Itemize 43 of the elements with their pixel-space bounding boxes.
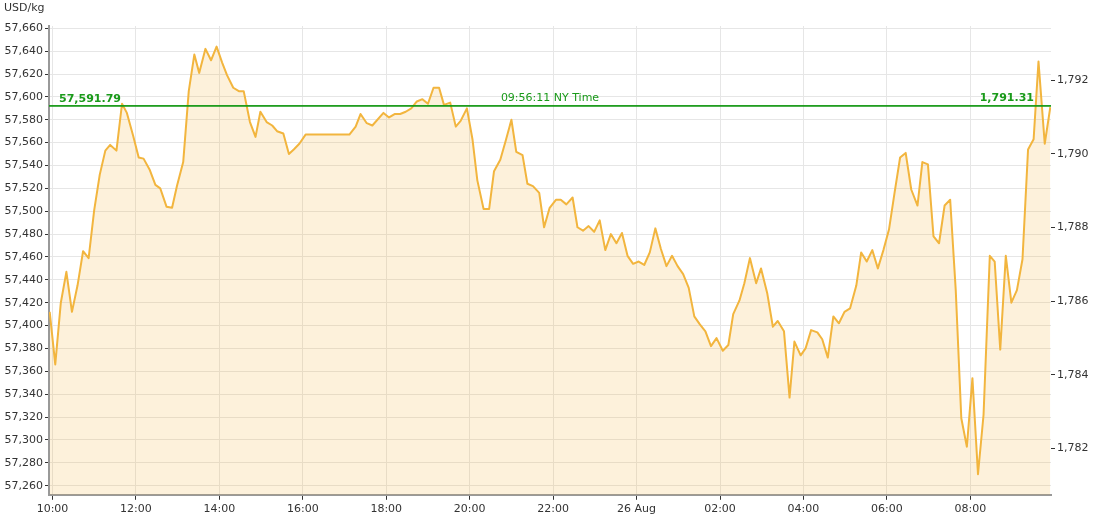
- x-tick-label: 12:00: [120, 502, 152, 516]
- x-tick-label: 26 Aug: [617, 502, 657, 516]
- x-tick-label: 20:00: [453, 502, 486, 516]
- y-tick-label: 57,640: [4, 44, 43, 58]
- y-tick-label: 57,260: [4, 478, 43, 492]
- y-tick-label: 57,500: [4, 204, 43, 218]
- x-tick-label: 06:00: [871, 502, 903, 516]
- x-tick-label: 22:00: [537, 502, 569, 516]
- x-tick-label: 16:00: [286, 502, 319, 516]
- x-tick-label: 04:00: [787, 502, 820, 516]
- y-tick-label: 57,400: [4, 318, 43, 332]
- y-tick-label: 57,520: [4, 181, 43, 195]
- y-tick-label: 57,540: [4, 158, 43, 172]
- y-axis-title: USD/kg: [4, 1, 45, 15]
- ref-line-label: 57,591.79: [59, 91, 121, 105]
- y-tick-label: 57,600: [4, 89, 43, 103]
- y2-tick-label: 1,790: [1057, 146, 1089, 160]
- x-tick-label: 02:00: [704, 502, 736, 516]
- x-tick-label: 14:00: [203, 502, 236, 516]
- y-tick-label: 57,380: [4, 341, 43, 355]
- y-tick-label: 57,460: [4, 249, 43, 263]
- x-tick-label: 18:00: [370, 502, 403, 516]
- y2-tick-label: 1,788: [1057, 220, 1089, 234]
- y-tick-label: 57,580: [4, 112, 43, 126]
- y-tick-label: 57,340: [4, 387, 43, 401]
- y2-tick-label: 1,784: [1057, 367, 1089, 381]
- y-tick-label: 57,320: [4, 409, 43, 423]
- y-tick-label: 57,480: [4, 226, 43, 240]
- ref-line-label: 1,791.31: [979, 90, 1034, 104]
- y-tick-label: 57,280: [4, 455, 43, 469]
- y-tick-label: 57,360: [4, 364, 43, 378]
- x-tick-label: 10:00: [36, 502, 69, 516]
- y-tick-label: 57,300: [4, 432, 43, 446]
- y2-tick-label: 1,792: [1057, 72, 1089, 86]
- y-tick-label: 57,620: [4, 66, 43, 80]
- annotation: 09:56:11 NY Time: [500, 90, 600, 104]
- y-tick-label: 57,560: [4, 135, 43, 149]
- y-tick-label: 57,660: [4, 21, 43, 35]
- y2-tick-label: 1,786: [1057, 293, 1089, 307]
- y2-tick-label: 1,782: [1057, 441, 1089, 455]
- x-tick-label: 08:00: [954, 502, 987, 516]
- y-tick-label: 57,440: [4, 272, 43, 286]
- y-tick-label: 57,420: [4, 295, 43, 309]
